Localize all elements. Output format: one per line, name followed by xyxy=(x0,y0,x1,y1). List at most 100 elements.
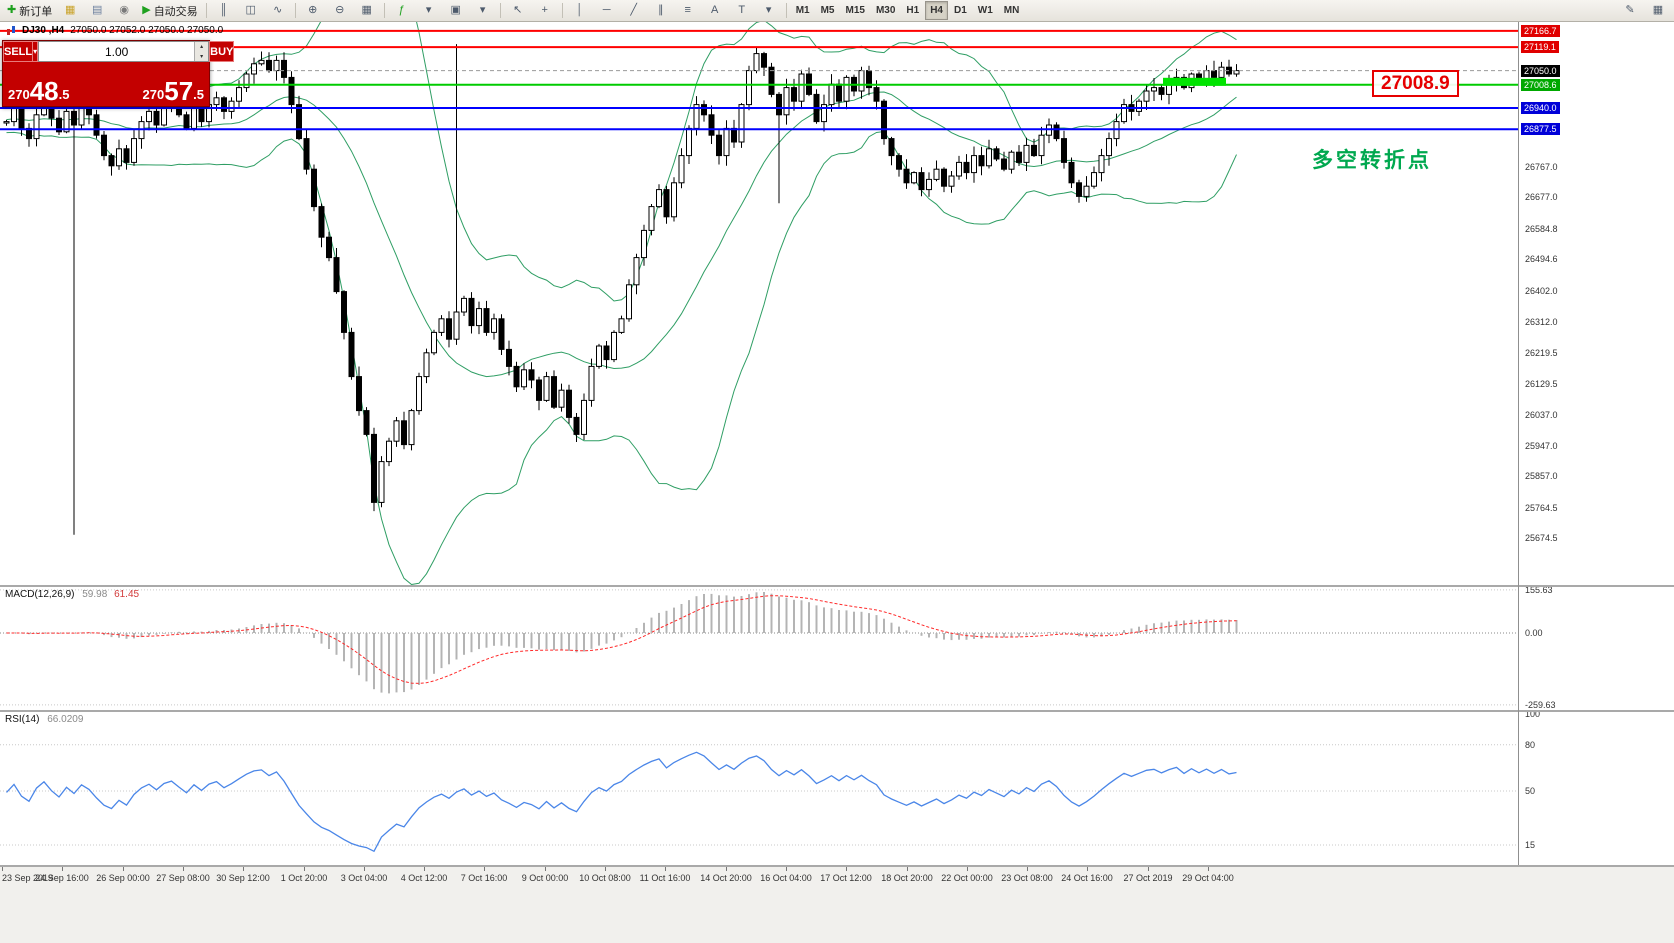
sell-price-suffix: .5 xyxy=(58,87,70,102)
timeframe-h4[interactable]: H4 xyxy=(925,1,948,20)
time-label: 4 Oct 12:00 xyxy=(400,873,448,883)
trendline-button[interactable]: ╱ xyxy=(621,1,647,21)
cursor-button[interactable]: ↖ xyxy=(505,1,531,21)
bar-chart-button[interactable]: ║ xyxy=(211,1,237,21)
time-tick xyxy=(726,867,727,871)
zoom-out-button[interactable]: ⊖ xyxy=(327,1,353,21)
market-watch-button[interactable]: ▦ xyxy=(57,1,83,21)
price-axis-main[interactable]: 26767.0 26677.0 26584.8 26494.6 26402.0 26312… xyxy=(1519,22,1674,585)
fibonacci-button[interactable]: ≡ xyxy=(675,1,701,21)
volume-input[interactable] xyxy=(39,42,195,61)
buy-price-big-digits: 57 xyxy=(164,76,194,106)
label-button[interactable]: T xyxy=(729,1,755,21)
time-label: 27 Oct 2019 xyxy=(1123,873,1173,883)
timeframe-m5[interactable]: M5 xyxy=(820,5,835,16)
timeframe-h1[interactable]: H1 xyxy=(906,5,920,16)
price-tag: 27050.0 xyxy=(1521,65,1560,77)
price-axis-rsi[interactable]: 100 80 50 15 xyxy=(1519,712,1674,865)
line-chart-button[interactable]: ∿ xyxy=(265,1,291,21)
crosshair-button[interactable]: + xyxy=(532,1,558,21)
volume-up-button[interactable]: ▴ xyxy=(195,42,209,52)
panel-separator-rsi[interactable] xyxy=(0,710,1674,712)
buy-button[interactable]: BUY xyxy=(209,41,235,62)
sell-button[interactable]: SELL xyxy=(3,41,34,62)
vertical-line-button[interactable]: │ xyxy=(567,1,593,21)
label-icon: T xyxy=(738,4,746,16)
time-label: 17 Oct 12:00 xyxy=(820,873,872,883)
indicators-dropdown[interactable]: ▾ xyxy=(416,1,442,21)
main-chart-canvas[interactable] xyxy=(0,22,1518,585)
text-button[interactable]: A xyxy=(702,1,728,21)
chevron-down-icon: ▾ xyxy=(479,4,486,16)
candlestick-chart-button[interactable]: ◫ xyxy=(238,1,264,21)
axis-divider xyxy=(1518,22,1519,865)
volume-field: ▴ ▾ xyxy=(38,41,210,62)
templates-dropdown[interactable]: ▾ xyxy=(470,1,496,21)
time-tick xyxy=(424,867,425,871)
zoom-in-button[interactable]: ⊕ xyxy=(300,1,326,21)
time-axis[interactable]: 23 Sep 2019 24 Sep 16:00 26 Sep 00:00 27 Se… xyxy=(0,866,1674,943)
templates-icon: ▣ xyxy=(450,4,461,16)
indicators-icon: ƒ xyxy=(398,4,405,16)
volume-down-button[interactable]: ▾ xyxy=(195,51,209,61)
panel-separator-time xyxy=(0,865,1674,867)
tile-windows-button[interactable]: ▦ xyxy=(354,1,380,21)
timeframe-w1[interactable]: W1 xyxy=(977,5,993,16)
zoom-out-icon: ⊖ xyxy=(335,4,345,16)
order-type-dropdown[interactable]: ▾ xyxy=(33,41,39,62)
shapes-dropdown[interactable]: ▾ xyxy=(756,1,782,21)
horizontal-line-button[interactable]: ─ xyxy=(594,1,620,21)
price-axis-macd[interactable]: 155.63 0.00 -259.63 xyxy=(1519,587,1674,710)
macd-axis-label: 0.00 xyxy=(1525,628,1543,638)
panel-separator-macd[interactable] xyxy=(0,585,1674,587)
autotrading-button[interactable]: ▶ 自动交易 xyxy=(138,1,201,21)
timeframe-m1[interactable]: M1 xyxy=(795,5,810,16)
turning-point-label[interactable]: 多空转折点 xyxy=(1312,149,1432,172)
timeframe-m30[interactable]: M30 xyxy=(875,5,896,16)
buy-price-button[interactable]: 270 57 .5 xyxy=(142,76,204,106)
time-label: 11 Oct 16:00 xyxy=(639,873,691,883)
channel-icon: ∥ xyxy=(657,4,664,16)
price-tag: 27119.1 xyxy=(1521,41,1559,53)
time-label: 7 Oct 16:00 xyxy=(460,873,508,883)
macd-histogram xyxy=(5,592,1238,694)
hlines-layer[interactable] xyxy=(0,29,1518,131)
time-label: 10 Oct 08:00 xyxy=(579,873,631,883)
rsi-panel[interactable]: RSI(14) 66.0209 xyxy=(0,712,1518,865)
new-order-button[interactable]: ✚ 新订单 xyxy=(3,1,56,21)
price-tick-label: 26037.0 xyxy=(1525,410,1558,420)
sell-price-button[interactable]: 270 48 .5 xyxy=(8,78,70,104)
time-label: 3 Oct 04:00 xyxy=(340,873,388,883)
time-tick xyxy=(62,867,63,871)
highlight-bar[interactable] xyxy=(1163,77,1226,86)
price-tag: 26940.0 xyxy=(1521,102,1560,114)
data-window-button[interactable]: ▤ xyxy=(84,1,110,21)
rsi-canvas xyxy=(0,744,1518,853)
timeframe-m15[interactable]: M15 xyxy=(845,5,865,16)
edit-button[interactable]: ✎ xyxy=(1617,1,1643,21)
time-tick xyxy=(605,867,606,871)
indicators-button[interactable]: ƒ xyxy=(389,1,415,21)
time-label: 27 Sep 08:00 xyxy=(156,873,210,883)
timeframe-d1[interactable]: D1 xyxy=(954,5,967,16)
macd-axis-label: 155.63 xyxy=(1525,587,1553,595)
symbol-icon xyxy=(7,25,15,35)
main-chart-panel[interactable]: DJ30 ,H4 27050.0 27052.0 27050.0 27050.0… xyxy=(0,22,1518,585)
rsi-label: RSI(14) 66.0209 xyxy=(5,714,83,725)
channel-button[interactable]: ∥ xyxy=(648,1,674,21)
workspace-button[interactable]: ▦ xyxy=(1645,1,1671,21)
templates-button[interactable]: ▣ xyxy=(443,1,469,21)
time-tick xyxy=(967,867,968,871)
timeframe-mn[interactable]: MN xyxy=(1003,5,1020,16)
toolbar-separator xyxy=(561,3,563,18)
price-callout[interactable]: 27008.9 xyxy=(1372,70,1459,97)
navigator-icon: ◉ xyxy=(119,4,130,16)
macd-panel[interactable]: MACD(12,26,9) 59.98 61.45 xyxy=(0,587,1518,710)
time-tick xyxy=(786,867,787,871)
price-tick-label: 26219.5 xyxy=(1525,348,1558,358)
time-tick xyxy=(304,867,305,871)
price-tag: 27008.6 xyxy=(1521,79,1560,91)
buy-price-prefix: 270 xyxy=(142,87,165,102)
one-click-prices: 270 48 .5 270 57 .5 xyxy=(3,62,209,106)
navigator-button[interactable]: ◉ xyxy=(111,1,137,21)
